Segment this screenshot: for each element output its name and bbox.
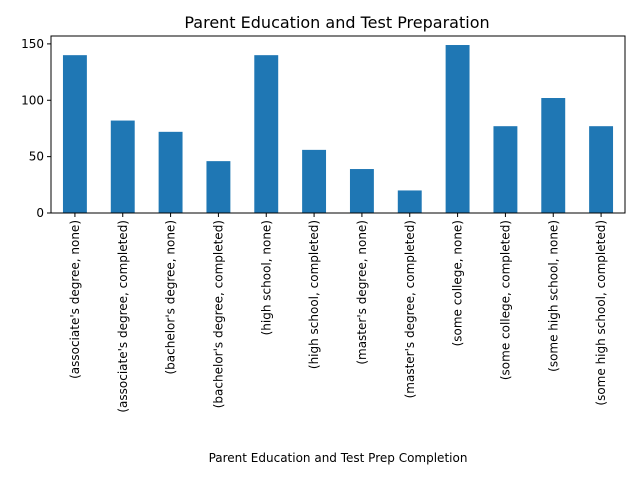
x-tick-label: (associate's degree, completed)	[116, 220, 130, 413]
y-tick-label: 150	[21, 37, 44, 51]
x-tick-label: (bachelor's degree, none)	[164, 220, 178, 375]
x-axis-label: Parent Education and Test Prep Completio…	[209, 451, 468, 465]
bar	[302, 149, 327, 213]
bar	[349, 169, 374, 213]
bar	[110, 120, 135, 213]
bar	[254, 55, 279, 213]
x-tick-label: (high school, completed)	[307, 220, 321, 369]
y-tick-label: 50	[29, 150, 44, 164]
x-tick-label: (associate's degree, none)	[68, 220, 82, 379]
bar	[589, 126, 614, 213]
plot-frame	[50, 35, 626, 214]
x-tick-label: (some high school, none)	[546, 220, 560, 372]
x-tick-label: (some high school, completed)	[594, 220, 608, 406]
bar	[206, 161, 231, 213]
bar	[493, 126, 518, 213]
bar	[158, 131, 183, 213]
bar	[445, 45, 470, 214]
x-tick-label: (master's degree, completed)	[403, 220, 417, 398]
x-tick-label: (high school, none)	[259, 220, 273, 335]
y-axis: 0 50 100 150	[21, 37, 51, 220]
bar	[541, 98, 566, 213]
x-tick-label: (some college, completed)	[498, 220, 512, 380]
y-tick-label: 100	[21, 93, 44, 107]
chart-title: Parent Education and Test Preparation	[184, 13, 489, 32]
bar	[397, 190, 422, 213]
x-tick-label: (master's degree, none)	[355, 220, 369, 365]
bar	[62, 55, 87, 213]
x-tick-label: (some college, none)	[451, 220, 465, 346]
y-tick-label: 0	[36, 206, 44, 220]
bars	[62, 45, 614, 214]
x-tick-label: (bachelor's degree, completed)	[211, 220, 225, 408]
x-axis: (associate's degree, none) (associate's d…	[68, 213, 608, 413]
